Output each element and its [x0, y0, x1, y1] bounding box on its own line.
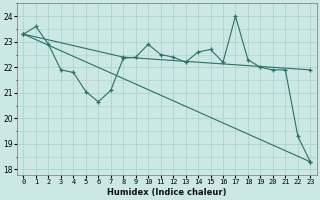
X-axis label: Humidex (Indice chaleur): Humidex (Indice chaleur): [107, 188, 227, 197]
